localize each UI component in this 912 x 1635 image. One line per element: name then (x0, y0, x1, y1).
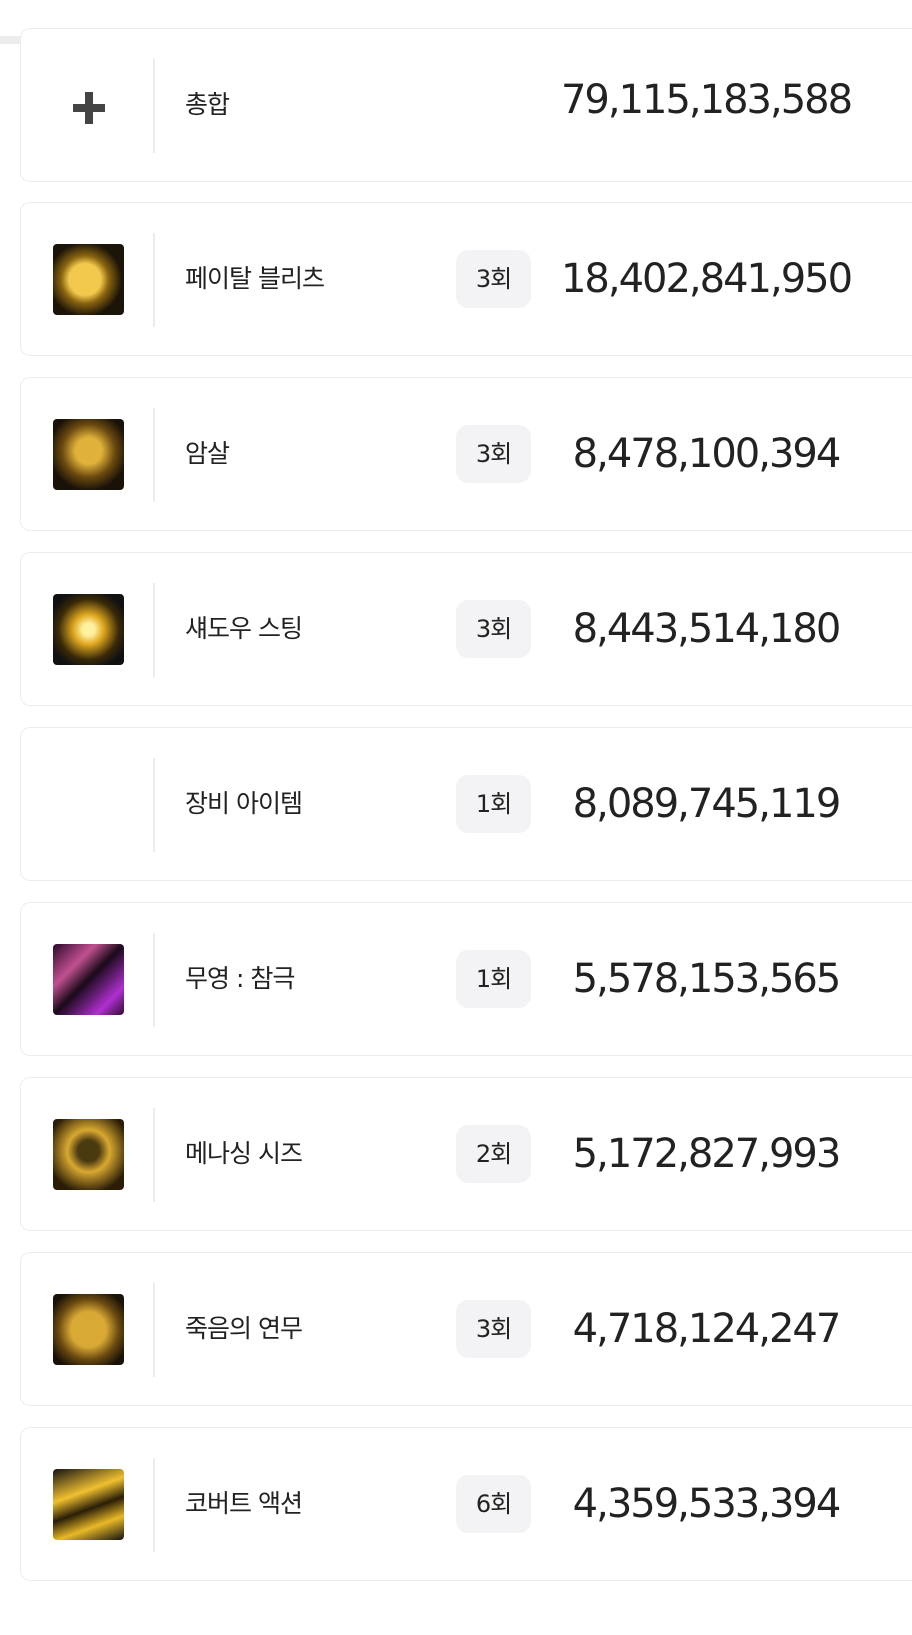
skill-damage: 18,402,841,950 (560, 256, 853, 302)
skill-row: 코버트 액션 6회 4,359,533,394 (20, 1427, 912, 1581)
divider (153, 583, 155, 677)
skill-row: 페이탈 블리츠 3회 18,402,841,950 (20, 202, 912, 356)
divider (153, 59, 155, 153)
skill-damage: 5,172,827,993 (572, 1131, 842, 1177)
divider (153, 933, 155, 1027)
skill-row: 섀도우 스팅 3회 8,443,514,180 (20, 552, 912, 706)
skill-damage: 8,443,514,180 (572, 606, 842, 652)
divider (153, 408, 155, 502)
skill-icon (53, 1469, 124, 1540)
hit-count: 2회 (456, 1125, 531, 1183)
skill-icon (53, 419, 124, 490)
hit-count: 3회 (456, 1300, 531, 1358)
skill-row: 암살 3회 8,478,100,394 (20, 377, 912, 531)
skill-row: 무영 : 참극 1회 5,578,153,565 (20, 902, 912, 1056)
hit-count: 1회 (456, 950, 531, 1008)
plus-icon (73, 92, 105, 124)
skill-icon (53, 944, 124, 1015)
total-row: 총합 79,115,183,588 (20, 28, 912, 182)
skill-icon (53, 594, 124, 665)
skill-name: 장비 아이템 (185, 789, 303, 818)
skill-damage: 5,578,153,565 (572, 956, 842, 1002)
skill-name: 죽음의 연무 (185, 1314, 303, 1343)
skill-row: 메나싱 시즈 2회 5,172,827,993 (20, 1077, 912, 1231)
divider (153, 1458, 155, 1552)
skill-name: 코버트 액션 (185, 1489, 303, 1518)
skill-name: 암살 (185, 439, 230, 468)
hit-count: 6회 (456, 1475, 531, 1533)
skill-name: 페이탈 블리츠 (185, 264, 325, 293)
skill-damage: 8,478,100,394 (572, 431, 842, 477)
skill-damage: 8,089,745,119 (572, 781, 842, 827)
hit-count: 3회 (456, 250, 531, 308)
skill-icon (53, 1294, 124, 1365)
hit-count: 3회 (456, 425, 531, 483)
skill-name: 메나싱 시즈 (185, 1139, 303, 1168)
hit-count: 1회 (456, 775, 531, 833)
total-label: 총합 (185, 90, 230, 119)
skill-row: 죽음의 연무 3회 4,718,124,247 (20, 1252, 912, 1406)
skill-damage: 4,359,533,394 (572, 1481, 842, 1527)
divider (153, 233, 155, 327)
divider (153, 758, 155, 852)
skill-name: 섀도우 스팅 (185, 614, 303, 643)
total-value: 79,115,183,588 (560, 77, 853, 123)
divider (153, 1108, 155, 1202)
skill-icon (53, 244, 124, 315)
divider (153, 1283, 155, 1377)
skill-icon (53, 1119, 124, 1190)
skill-row: 장비 아이템 1회 8,089,745,119 (20, 727, 912, 881)
skill-damage: 4,718,124,247 (572, 1306, 842, 1352)
skill-name: 무영 : 참극 (185, 964, 295, 993)
hit-count: 3회 (456, 600, 531, 658)
